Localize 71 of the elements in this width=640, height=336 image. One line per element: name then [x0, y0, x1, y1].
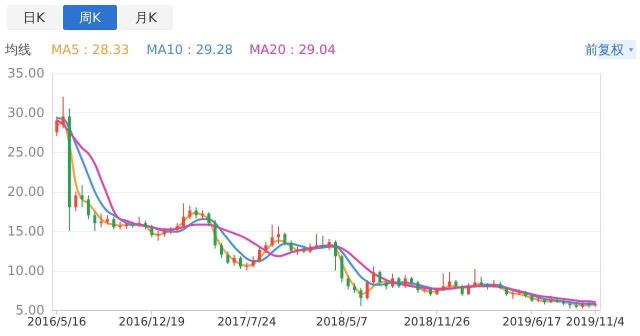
candlestick	[138, 216, 141, 228]
candlestick	[264, 242, 268, 254]
candlestick	[340, 254, 344, 283]
x-tick-label: 2018/11/26	[404, 314, 470, 328]
candlestick	[80, 184, 84, 208]
x-tick-label: 2019/6/17	[502, 314, 562, 328]
text: 周K	[79, 11, 102, 26]
candlestick	[283, 232, 286, 246]
candlestick	[55, 116, 58, 137]
x-tick-label: 2019/11/4	[566, 314, 625, 328]
candlestick	[334, 240, 338, 271]
text: MA5 : 28.33	[51, 43, 130, 58]
x-tick-label: 2018/5/7	[316, 314, 368, 328]
y-tick-label: 15.00	[7, 224, 44, 240]
candlestick	[156, 230, 160, 241]
candlestick	[207, 212, 210, 227]
candlestick	[397, 276, 400, 288]
candlestick	[62, 96, 65, 129]
y-tick-label: 35.00	[7, 66, 44, 82]
candlestick	[473, 268, 476, 288]
x-tick-label: 2016/12/19	[118, 314, 185, 328]
candlestick	[391, 273, 394, 288]
candlestick	[226, 251, 230, 265]
candlestick	[353, 282, 356, 294]
candlestick	[442, 273, 445, 292]
text: 日K	[23, 11, 46, 26]
candlestick	[93, 210, 96, 232]
candlestick	[112, 216, 116, 230]
candlestick	[188, 205, 192, 220]
candlestick	[270, 224, 274, 248]
candlestick	[86, 194, 90, 220]
candlestick	[378, 270, 382, 286]
candlestick	[359, 287, 362, 307]
candlestick	[372, 266, 376, 284]
candlestick	[220, 242, 223, 258]
candlestick	[346, 274, 350, 290]
y-tick-label: 20.00	[7, 185, 44, 200]
candlestick	[404, 274, 407, 288]
candlestick	[308, 243, 312, 254]
text: 月K	[135, 11, 158, 26]
candlestick	[290, 240, 293, 254]
candlestick	[194, 206, 198, 219]
candlestick	[460, 284, 464, 296]
legend-title: 均线	[4, 43, 31, 58]
x-tick-label: 2017/7/24	[217, 314, 276, 328]
text: MA20 : 29.04	[249, 43, 336, 58]
text: MA10 : 29.28	[146, 43, 233, 58]
candlestick	[258, 246, 261, 264]
candlestick	[214, 219, 217, 249]
candlestick	[448, 272, 452, 288]
candlestick	[252, 256, 255, 268]
candlestick	[384, 279, 388, 290]
candlestick	[366, 279, 369, 300]
text: 前复权	[585, 43, 624, 58]
y-tick-label: 10.00	[7, 264, 44, 279]
y-tick-label: 30.00	[7, 106, 44, 121]
candlestick	[232, 254, 236, 266]
y-tick-label: 25.00	[7, 146, 44, 160]
candlestick	[276, 226, 280, 244]
candlestick	[74, 191, 78, 212]
candlestick	[467, 282, 470, 296]
candlestick	[328, 238, 331, 250]
candlestick	[314, 234, 318, 249]
candlestick	[100, 213, 103, 228]
candlestick	[200, 210, 204, 220]
candlestick	[238, 256, 242, 270]
candlestick	[150, 224, 154, 238]
candlestick	[416, 280, 420, 294]
candlestick	[182, 202, 185, 228]
candlestick	[321, 235, 324, 249]
candlestick	[106, 214, 109, 226]
